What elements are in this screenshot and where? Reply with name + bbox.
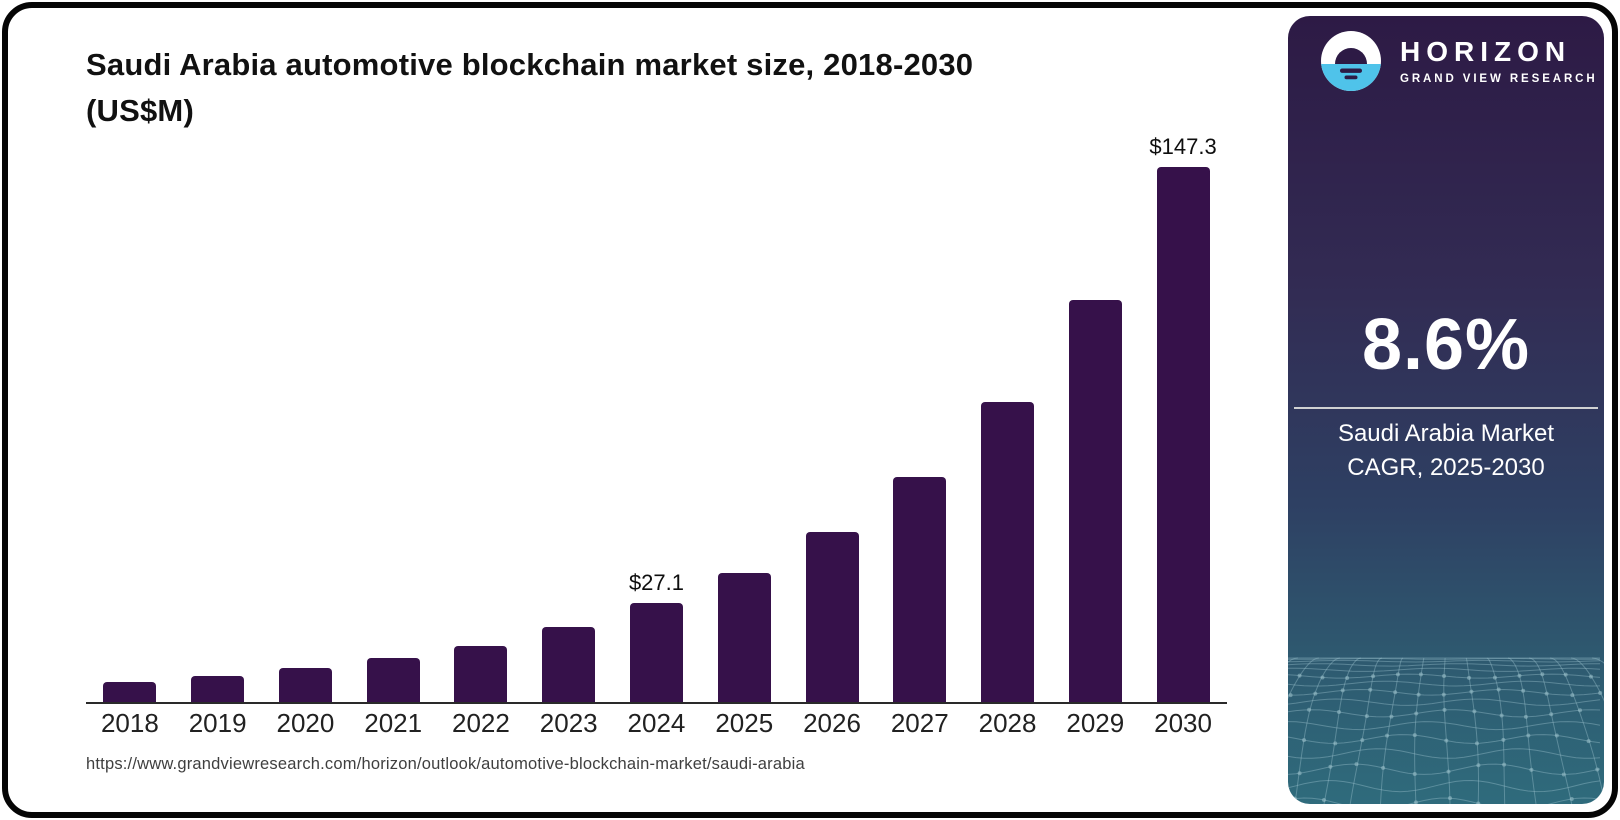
- x-tick-2030: 2030: [1154, 708, 1212, 738]
- bar-2023[interactable]: [542, 627, 596, 702]
- bar-slot: [174, 134, 262, 702]
- bar-2026[interactable]: [805, 531, 859, 702]
- bar-chart-plot-area: $27.1 $147.3: [86, 134, 1227, 704]
- bar-slot: $147.3: [1139, 134, 1227, 702]
- x-tick-2029: 2029: [1066, 708, 1125, 738]
- x-tick-2019: 2019: [188, 708, 247, 738]
- bar-2025[interactable]: [717, 572, 771, 702]
- source-url-link[interactable]: https://www.grandviewresearch.com/horizo…: [86, 755, 805, 773]
- bar-slot: [788, 134, 876, 702]
- x-tick-2020: 2020: [276, 708, 335, 738]
- x-tick-2022: 2022: [452, 708, 510, 738]
- x-tick-2025: 2025: [715, 708, 774, 738]
- bar-value-label-2024: $27.1: [628, 569, 684, 595]
- x-tick-2021: 2021: [364, 708, 423, 738]
- bar-value-label-2030: $147.3: [1149, 134, 1217, 159]
- bar-slot: [86, 134, 174, 702]
- logo-brand-name: HORIZON: [1400, 36, 1572, 68]
- bar-2020[interactable]: [278, 668, 332, 702]
- bar-2028[interactable]: [981, 401, 1035, 702]
- bar-2019[interactable]: [191, 676, 245, 702]
- horizon-logo[interactable]: HORIZON GRAND VIEW RESEARCH: [1320, 30, 1598, 92]
- bar-2029[interactable]: [1068, 300, 1122, 702]
- x-tick-2024: 2024: [627, 708, 686, 738]
- bar-slot: [964, 134, 1052, 702]
- x-tick-2018: 2018: [100, 708, 159, 738]
- bar-slot: [437, 134, 525, 702]
- chart-region: Saudi Arabia automotive blockchain marke…: [8, 8, 1282, 812]
- cagr-label: Saudi Arabia Market CAGR, 2025-2030: [1288, 417, 1604, 485]
- bar-slot: $27.1: [613, 134, 701, 702]
- logo-text: HORIZON GRAND VIEW RESEARCH: [1400, 36, 1598, 85]
- bar-slot: [876, 134, 964, 702]
- cagr-label-line1: Saudi Arabia Market: [1337, 420, 1555, 447]
- bar-2024[interactable]: [629, 602, 683, 702]
- x-tick-2026: 2026: [803, 708, 861, 738]
- wireframe-mesh-graphic: [1288, 652, 1604, 804]
- bar-slot: [349, 134, 437, 702]
- chart-title: Saudi Arabia automotive blockchain marke…: [86, 42, 1236, 134]
- cagr-value: 8.6%: [1361, 305, 1531, 385]
- x-tick-2027: 2027: [890, 708, 949, 738]
- bar-2027[interactable]: [893, 476, 947, 702]
- bar-slot: [262, 134, 350, 702]
- horizon-sunset-circle-icon: [1320, 30, 1382, 92]
- x-axis-labels: 2018 2019 2020 2021 2022 2023 2024 2025 2026 2027…: [86, 708, 1227, 739]
- logo-sub-brand: GRAND VIEW RESEARCH: [1400, 72, 1598, 85]
- bar-slot: [525, 134, 613, 702]
- bar-2021[interactable]: [366, 658, 420, 702]
- bar-slot: [1051, 134, 1139, 702]
- chart-title-line1: Saudi Arabia automotive blockchain marke…: [86, 47, 974, 82]
- x-tick-2028: 2028: [978, 708, 1037, 738]
- sidebar-panel: HORIZON GRAND VIEW RESEARCH 8.6% Saudi A…: [1288, 16, 1604, 804]
- bar-2022[interactable]: [454, 646, 508, 702]
- x-tick-2023: 2023: [539, 708, 598, 738]
- bar-slot: [700, 134, 788, 702]
- chart-title-line2: (US$M): [86, 92, 194, 128]
- cagr-label-line2: CAGR, 2025-2030: [1347, 454, 1545, 481]
- divider-line: [1294, 407, 1598, 409]
- bar-2018[interactable]: [103, 681, 157, 702]
- bar-2030[interactable]: [1156, 167, 1210, 702]
